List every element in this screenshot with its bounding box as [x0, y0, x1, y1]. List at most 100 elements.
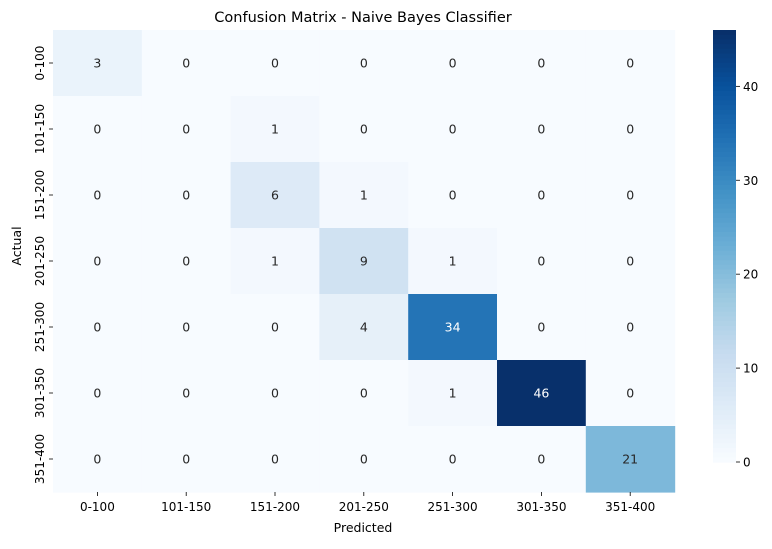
x-tick-label: 251-300	[428, 500, 478, 514]
colorbar-segment	[713, 372, 736, 379]
colorbar-segment	[713, 443, 736, 449]
heatmap-cell	[497, 162, 587, 229]
cell-value-label: 0	[360, 452, 368, 467]
heatmap-cell	[230, 294, 320, 361]
y-axis-ticks: 0-100 101-150 151-200 201-250 251-300 301-350…	[33, 46, 53, 484]
heatmap-cell	[585, 426, 676, 493]
heatmap-cell	[319, 162, 409, 229]
cell-value-label: 0	[626, 56, 634, 71]
colorbar-segment	[713, 76, 736, 83]
cell-value-label: 0	[360, 122, 368, 137]
cell-value-label: 0	[537, 452, 545, 467]
x-axis-label: Predicted	[334, 520, 393, 535]
colorbar-segment	[713, 105, 736, 111]
cell-value-label: 46	[533, 386, 549, 401]
colorbar-segment	[713, 283, 736, 289]
colorbar-segment	[713, 344, 736, 350]
cell-value-label: 1	[271, 122, 279, 137]
cell-value-label: 0	[626, 386, 634, 401]
heatmap-cell	[497, 294, 587, 361]
colorbar-segment	[713, 349, 736, 355]
colorbar-segment	[713, 138, 736, 144]
colorbar-segment	[713, 269, 736, 275]
y-tick-label: 0-100	[33, 46, 47, 81]
colorbar-segment	[713, 58, 736, 64]
cell-value-label: 0	[537, 122, 545, 137]
colorbar-segment	[713, 194, 736, 200]
heatmap-cell	[497, 426, 587, 493]
colorbar-segment	[713, 67, 736, 73]
colorbar-segment	[713, 424, 736, 430]
colorbar-segment	[713, 189, 736, 195]
colorbar-segment	[713, 302, 736, 308]
heatmap-cell	[53, 30, 143, 97]
x-tick-label: 301-350	[516, 500, 566, 514]
heatmap-cell	[408, 426, 498, 493]
heatmap-cell	[141, 228, 232, 295]
x-tick-label: 351-400	[605, 500, 655, 514]
colorbar-tick-label: 20	[743, 268, 758, 282]
heatmap-cell	[497, 228, 587, 295]
cell-value-label: 0	[360, 386, 368, 401]
heatmap-cell	[319, 30, 409, 97]
colorbar-segment	[713, 62, 736, 69]
cell-value-label: 0	[182, 188, 190, 203]
heatmap-cell	[53, 294, 143, 361]
colorbar-segment	[713, 48, 736, 55]
colorbar-segment	[713, 419, 736, 426]
heatmap-cell	[141, 360, 232, 427]
cell-value-label: 0	[537, 188, 545, 203]
colorbar-segment	[713, 203, 736, 210]
cell-value-label: 0	[626, 188, 634, 203]
colorbar-segment	[713, 278, 736, 285]
heatmap-cell	[230, 162, 320, 229]
heatmap-cell	[497, 96, 587, 163]
colorbar-segment	[713, 123, 736, 130]
colorbar-segment	[713, 363, 736, 369]
colorbar-tick-label: 10	[743, 362, 758, 376]
colorbar-segment	[713, 255, 736, 261]
colorbar-segment	[713, 447, 736, 454]
colorbar-segment	[713, 30, 736, 36]
colorbar-segment	[713, 429, 736, 435]
cell-value-label: 1	[360, 188, 368, 203]
colorbar-segment	[713, 433, 736, 440]
heatmap-cell	[230, 30, 320, 97]
heatmap-cell-labels: 3 0 0 0 0 0 0 0 0 1 0 0 0 0 0 0 6 1 0 0 0 0 0 1 9 1 0 0 0 0 0 4 34 0 0 0 0 0 0…	[93, 56, 638, 467]
cell-value-label: 21	[622, 452, 638, 467]
y-tick-label: 101-150	[33, 104, 47, 154]
cell-value-label: 0	[537, 56, 545, 71]
colorbar-segment	[713, 213, 736, 219]
colorbar-segment	[713, 391, 736, 397]
heatmap-cell	[141, 96, 232, 163]
cell-value-label: 0	[182, 386, 190, 401]
heatmap-cell	[585, 228, 676, 295]
colorbar-segment	[713, 241, 736, 247]
heatmap-cell	[585, 360, 676, 427]
heatmap-cell	[319, 228, 409, 295]
colorbar-segment	[713, 321, 736, 327]
colorbar-segment	[713, 72, 736, 78]
colorbar-segment	[713, 231, 736, 238]
x-axis-ticks: 0-100 101-150 151-200 201-250 251-300 301-350…	[80, 492, 655, 514]
y-tick-label: 251-300	[33, 302, 47, 352]
cell-value-label: 0	[93, 386, 101, 401]
cell-value-label: 1	[271, 254, 279, 269]
cell-value-label: 0	[449, 452, 457, 467]
heatmap-cell	[408, 30, 498, 97]
cell-value-label: 0	[93, 122, 101, 137]
colorbar-segment	[713, 292, 736, 299]
heatmap-cell	[408, 96, 498, 163]
colorbar-tick-label: 30	[743, 174, 758, 188]
colorbar-segment	[713, 274, 736, 280]
y-tick-label: 351-400	[33, 434, 47, 484]
colorbar-segment	[713, 119, 736, 125]
colorbar-segment	[713, 415, 736, 421]
cell-value-label: 0	[182, 254, 190, 269]
heatmap-cell	[585, 30, 676, 97]
colorbar-segment	[713, 382, 736, 388]
cell-value-label: 0	[449, 56, 457, 71]
y-tick-label: 301-350	[33, 368, 47, 418]
x-tick-label: 201-250	[339, 500, 389, 514]
